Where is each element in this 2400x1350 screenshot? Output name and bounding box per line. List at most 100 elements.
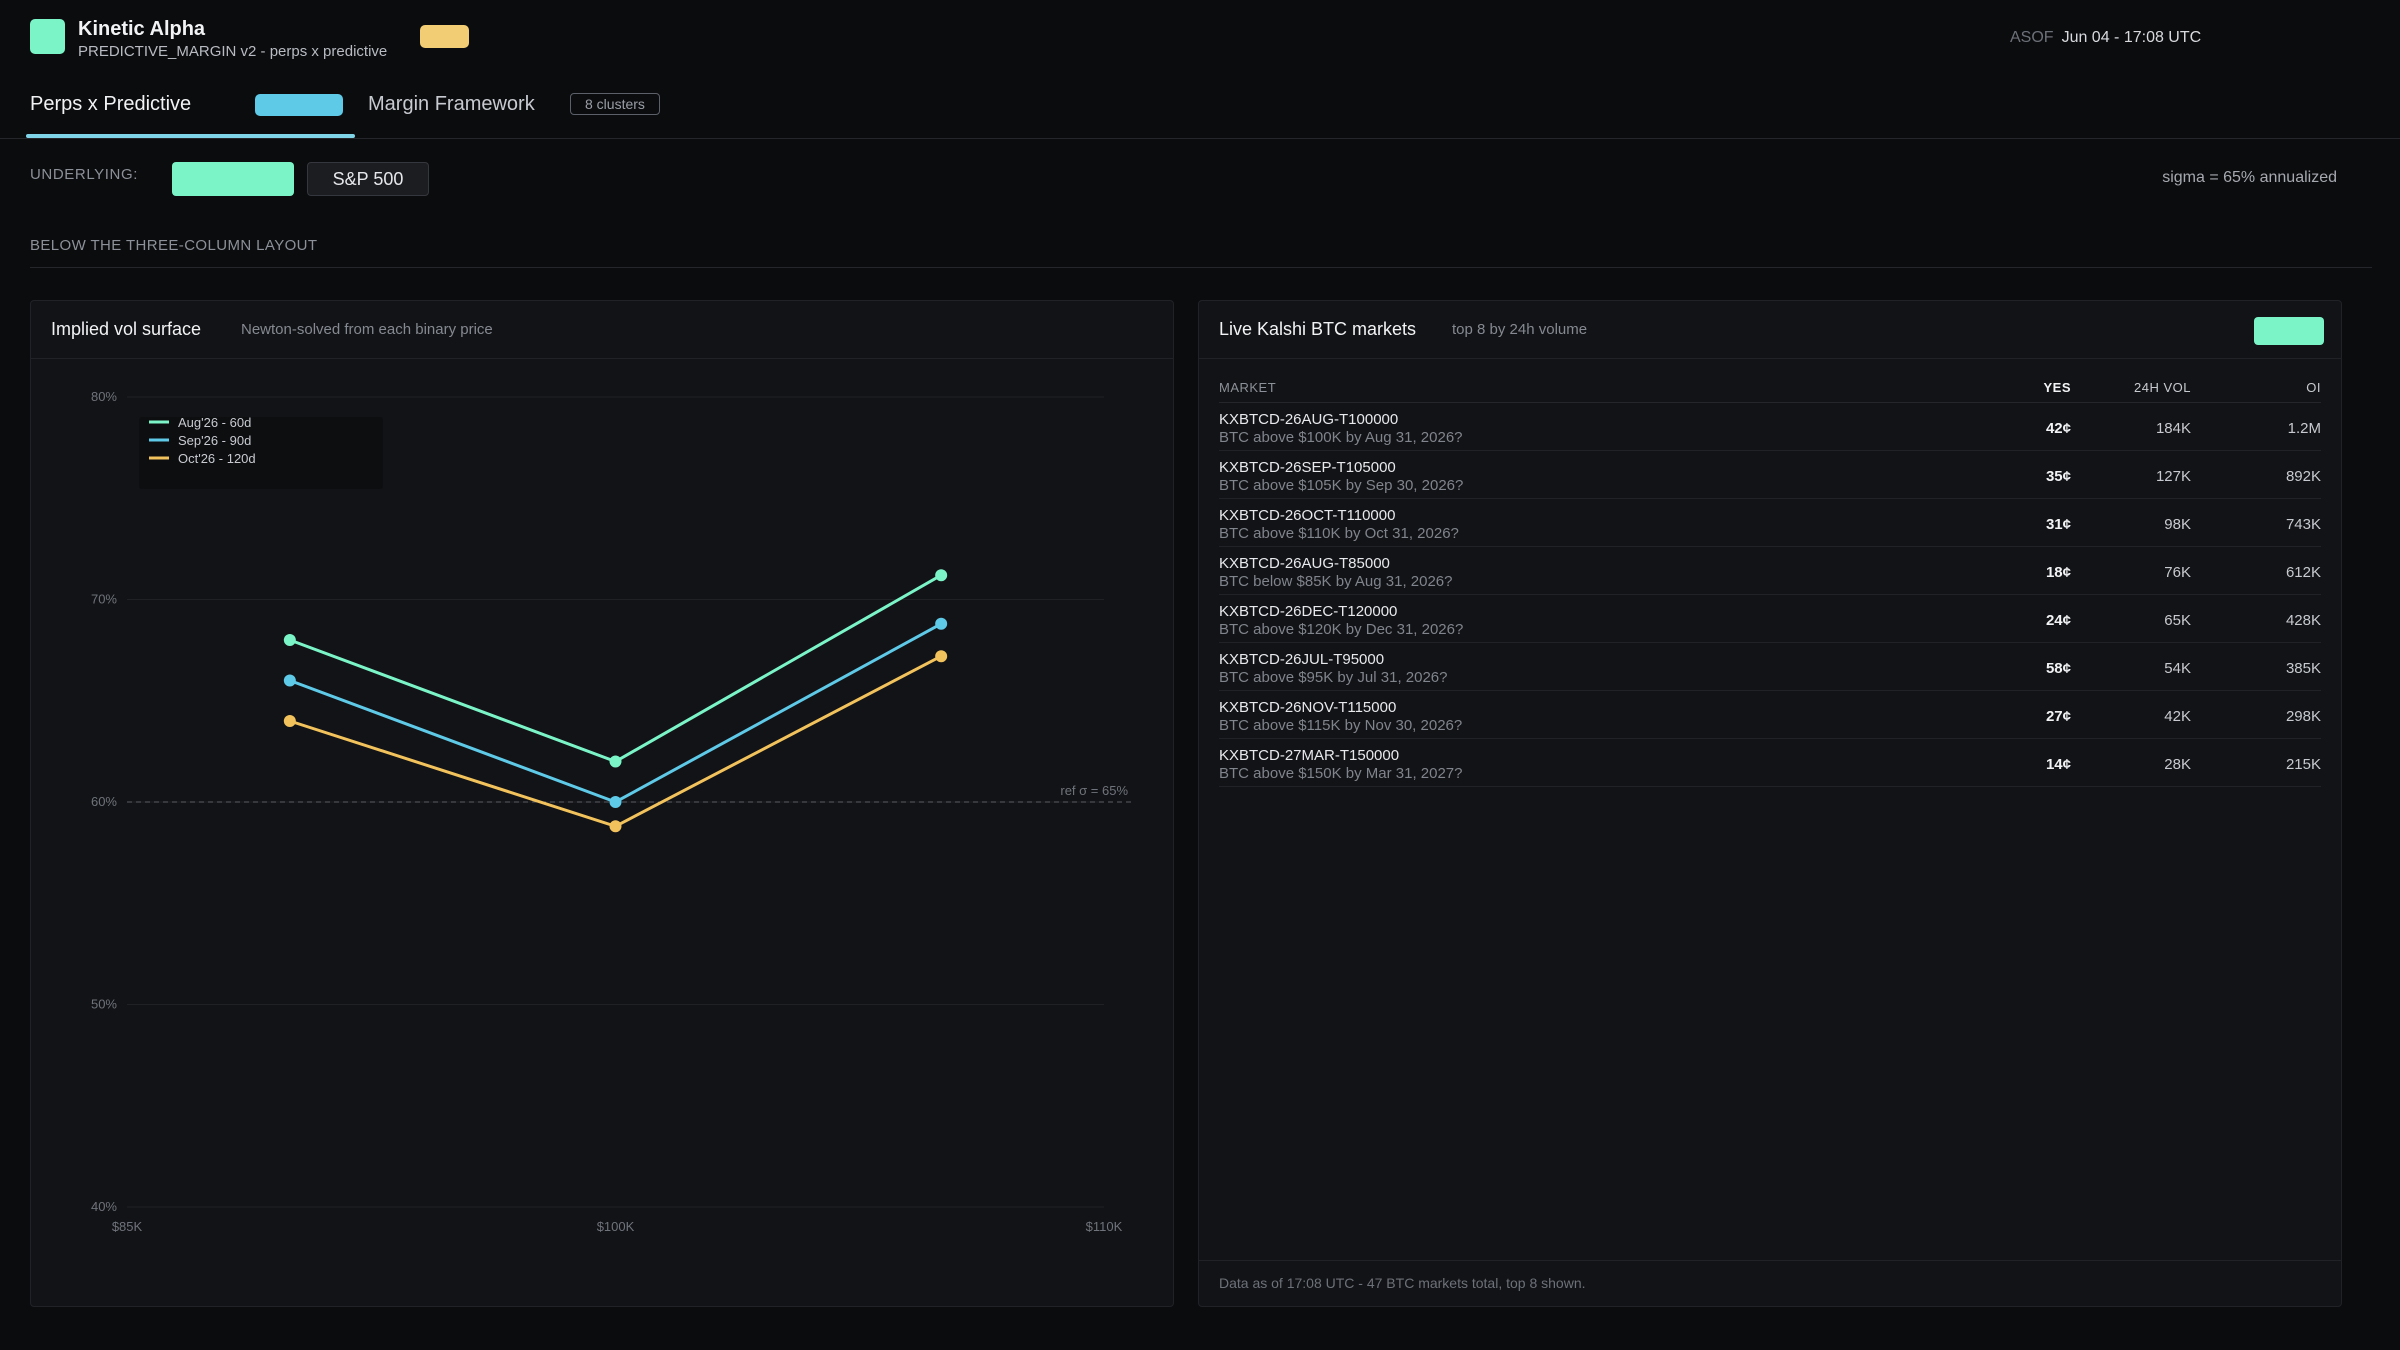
implied-vol-chart: 40% 50% 60% 70% 80% $85K $100K $110K ref σ = 65%…	[91, 389, 1134, 1234]
data-point	[283, 674, 296, 687]
market-ticker: KXBTCD-26JUL-T95000	[1219, 651, 1385, 668]
markets-panel-header: Live Kalshi BTC markets top 8 by 24h vol…	[1199, 301, 2341, 359]
data-point	[935, 569, 948, 582]
clusters-badge: 8 clusters	[570, 93, 660, 115]
markets-table: MARKET YES 24H VOL OI KXBTCD-26AUG-T1000…	[1219, 373, 2321, 787]
market-yes-price: 58¢	[2045, 660, 2071, 677]
tab-perps-predictive[interactable]: Perps x Predictive	[30, 93, 192, 115]
table-row[interactable]: KXBTCD-26NOV-T115000 BTC above $115K by N…	[1219, 691, 2321, 739]
kalshi-markets-panel: Live Kalshi BTC markets top 8 by 24h vol…	[1198, 300, 2342, 1307]
market-24h-volume: 127K	[2155, 468, 2191, 485]
underlying-sp500-chip[interactable]: S&P 500	[307, 162, 429, 196]
market-yes-price: 18¢	[2045, 564, 2071, 581]
table-row[interactable]: KXBTCD-26DEC-T120000 BTC above $120K by D…	[1219, 595, 2321, 643]
tab-margin-framework[interactable]: Margin Framework	[368, 93, 535, 115]
table-row[interactable]: KXBTCD-26JUL-T95000 BTC above $95K by Jul…	[1219, 643, 2321, 691]
market-open-interest: 298K	[2285, 708, 2321, 725]
market-24h-volume: 28K	[2164, 756, 2191, 773]
underlying-btc-chip[interactable]	[172, 162, 294, 196]
market-open-interest: 385K	[2285, 660, 2321, 677]
table-header: MARKET YES 24H VOL OI	[1219, 373, 2321, 403]
y-tick-label: 40%	[91, 1199, 117, 1214]
table-row[interactable]: KXBTCD-27MAR-T150000 BTC above $150K by M…	[1219, 739, 2321, 787]
col-oi-header: OI	[2306, 380, 2321, 395]
asof-timestamp: ASOF Jun 04 - 17:08 UTC	[2010, 29, 2201, 47]
market-yes-price: 31¢	[2045, 516, 2071, 533]
series-line	[289, 622, 942, 804]
market-ticker: KXBTCD-26OCT-T110000	[1219, 507, 1396, 524]
data-point	[609, 820, 622, 833]
market-open-interest: 612K	[2285, 564, 2321, 581]
legend-label: Sep'26 - 90d	[178, 433, 251, 448]
legend-label: Aug'26 - 60d	[178, 415, 251, 430]
top-header: Kinetic Alpha PREDICTIVE_MARGIN v2 - per…	[0, 0, 2400, 72]
market-description: BTC above $120K by Dec 31, 2026?	[1219, 621, 1464, 638]
section-divider	[30, 267, 2372, 268]
market-description: BTC above $100K by Aug 31, 2026?	[1219, 429, 1463, 446]
market-ticker: KXBTCD-26AUG-T100000	[1219, 411, 1399, 428]
y-tick-label: 60%	[91, 794, 117, 809]
y-tick-label: 70%	[91, 592, 117, 607]
markets-panel-subtitle: top 8 by 24h volume	[1452, 321, 1588, 338]
chart-panel-title: Implied vol surface	[51, 319, 202, 339]
asof-value: Jun 04 - 17:08 UTC	[2061, 29, 2202, 46]
y-tick-label: 80%	[91, 389, 117, 404]
chart-panel-subtitle: Newton-solved from each binary price	[241, 321, 493, 338]
market-open-interest: 428K	[2285, 612, 2321, 629]
table-row[interactable]: KXBTCD-26SEP-T105000 BTC above $105K by S…	[1219, 451, 2321, 499]
market-ticker: KXBTCD-26AUG-T85000	[1219, 555, 1390, 572]
table-row[interactable]: KXBTCD-26OCT-T110000 BTC above $110K by O…	[1219, 499, 2321, 547]
market-description: BTC above $105K by Sep 30, 2026?	[1219, 477, 1464, 494]
market-ticker: KXBTCD-26DEC-T120000	[1219, 603, 1398, 620]
market-ticker: KXBTCD-27MAR-T150000	[1219, 747, 1400, 764]
app-title: Kinetic Alpha	[78, 18, 206, 40]
y-tick-label: 50%	[91, 997, 117, 1012]
col-yes-header: YES	[2043, 380, 2071, 395]
data-point	[609, 755, 622, 768]
market-yes-price: 24¢	[2045, 612, 2071, 629]
table-row[interactable]: KXBTCD-26AUG-T85000 BTC below $85K by Aug…	[1219, 547, 2321, 595]
tab-bar: Perps x Predictive Margin Framework 8 cl…	[0, 80, 2400, 139]
market-24h-volume: 98K	[2164, 516, 2191, 533]
reference-label: ref σ = 65%	[1060, 783, 1128, 798]
market-ticker: KXBTCD-26NOV-T115000	[1219, 699, 1397, 716]
market-description: BTC above $115K by Nov 30, 2026?	[1219, 717, 1463, 734]
market-open-interest: 892K	[2285, 468, 2321, 485]
market-24h-volume: 65K	[2164, 612, 2191, 629]
market-24h-volume: 76K	[2164, 564, 2191, 581]
markets-panel-footer: Data as of 17:08 UTC - 47 BTC markets to…	[1199, 1260, 2341, 1306]
sigma-note: sigma = 65% annualized	[2162, 169, 2337, 186]
legend-label: Oct'26 - 120d	[178, 451, 256, 466]
markets-panel-title: Live Kalshi BTC markets	[1219, 319, 1417, 339]
x-tick-label: $110K	[1086, 1219, 1123, 1234]
market-yes-price: 27¢	[2045, 708, 2071, 725]
market-description: BTC above $110K by Oct 31, 2026?	[1219, 525, 1459, 542]
underlying-label: UNDERLYING:	[30, 166, 139, 183]
market-24h-volume: 184K	[2155, 420, 2191, 437]
market-yes-price: 42¢	[2045, 420, 2071, 437]
table-body: KXBTCD-26AUG-T100000 BTC above $100K by A…	[1219, 403, 2321, 787]
market-24h-volume: 54K	[2164, 660, 2191, 677]
x-tick-label: $100K	[597, 1219, 635, 1234]
section-label: BELOW THE THREE-COLUMN LAYOUT	[30, 237, 318, 254]
chart-panel-header: Implied vol surface Newton-solved from e…	[31, 301, 1173, 359]
market-ticker: KXBTCD-26SEP-T105000	[1219, 459, 1396, 476]
market-24h-volume: 42K	[2164, 708, 2191, 725]
data-point	[935, 650, 948, 663]
status-pill	[420, 25, 469, 48]
active-tab-underline	[26, 134, 355, 138]
markets-footer-text: Data as of 17:08 UTC - 47 BTC markets to…	[1219, 1275, 1586, 1291]
market-description: BTC above $150K by Mar 31, 2027?	[1219, 765, 1463, 782]
x-tick-label: $85K	[112, 1219, 143, 1234]
col-vol-header: 24H VOL	[2134, 380, 2191, 395]
asof-label: ASOF	[2010, 29, 2054, 46]
series-line	[289, 573, 942, 764]
data-point	[935, 617, 948, 630]
market-open-interest: 743K	[2285, 516, 2321, 533]
col-market-header: MARKET	[1219, 380, 1277, 395]
app-logo	[30, 19, 65, 54]
table-row[interactable]: KXBTCD-26AUG-T100000 BTC above $100K by A…	[1219, 403, 2321, 451]
market-open-interest: 215K	[2285, 756, 2321, 773]
live-pill-button[interactable]	[2254, 317, 2324, 345]
market-description: BTC above $95K by Jul 31, 2026?	[1219, 669, 1448, 686]
